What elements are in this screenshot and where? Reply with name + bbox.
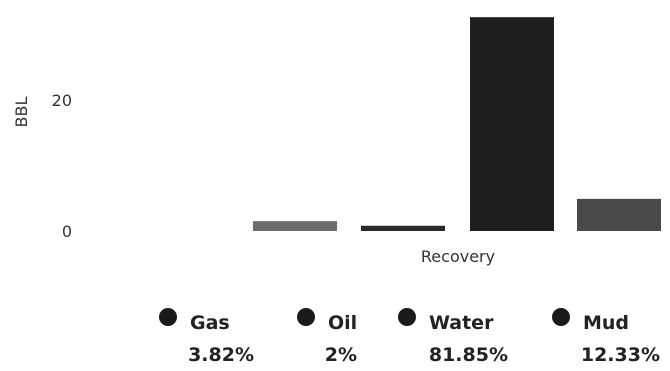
legend-item-oil[interactable]: Oil 2% <box>297 308 357 366</box>
legend-percent: 12.33% <box>581 344 660 366</box>
bar-mud[interactable] <box>577 198 661 231</box>
legend: Gas 3.82% Oil 2% Water 81.85% Mud 12.33% <box>159 308 660 366</box>
legend-percent: 3.82% <box>188 344 254 366</box>
legend-item-gas[interactable]: Gas 3.82% <box>159 308 254 366</box>
y-axis: BBL <box>12 96 31 127</box>
x-axis-title: Recovery <box>421 247 495 266</box>
y-tick-label: 0 <box>62 222 72 241</box>
legend-dot-icon <box>552 308 570 326</box>
legend-label: Mud <box>583 312 629 334</box>
bar-gas[interactable] <box>253 221 337 231</box>
y-tick-labels: 0 20 <box>52 91 72 241</box>
legend-item-water[interactable]: Water 81.85% <box>398 308 508 366</box>
bar-oil[interactable] <box>361 225 445 231</box>
y-axis-title: BBL <box>12 96 31 127</box>
legend-dot-icon <box>398 308 416 326</box>
legend-percent: 81.85% <box>429 344 508 366</box>
legend-percent: 2% <box>325 344 357 366</box>
legend-dot-icon <box>297 308 315 326</box>
bar-water[interactable] <box>470 17 554 231</box>
legend-dot-icon <box>159 308 177 326</box>
legend-label: Gas <box>190 312 230 334</box>
legend-item-mud[interactable]: Mud 12.33% <box>552 308 660 366</box>
legend-label: Water <box>429 312 494 334</box>
legend-label: Oil <box>328 312 357 334</box>
y-tick-label: 20 <box>52 91 72 110</box>
bars <box>253 17 661 231</box>
